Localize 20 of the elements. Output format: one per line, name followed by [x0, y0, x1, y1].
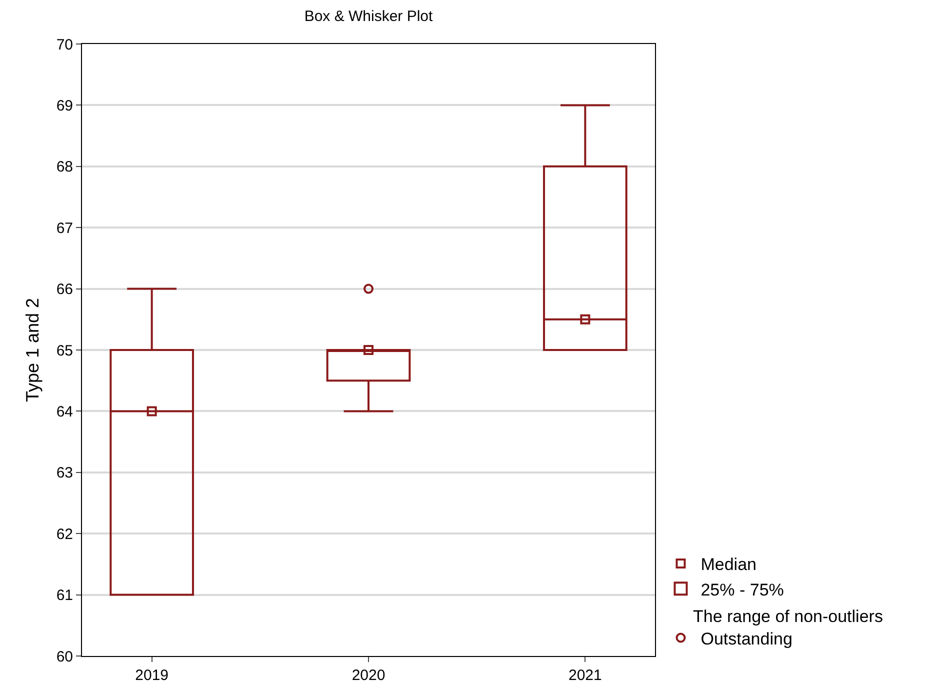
x-tick-label: 2019	[135, 667, 169, 684]
y-tick-label: 63	[56, 464, 73, 482]
y-tick-label: 70	[56, 36, 73, 54]
y-tick-label: 68	[56, 158, 73, 176]
y-tick-label: 60	[56, 648, 73, 666]
legend-label: 25% - 75%	[700, 580, 784, 600]
y-tick-label: 66	[56, 281, 73, 298]
y-axis-title: Type 1 and 2	[22, 298, 43, 402]
y-tick-label: 62	[56, 526, 73, 543]
y-tick-label: 67	[56, 220, 73, 237]
y-tick-label: 61	[56, 587, 73, 604]
chart-title: Box & Whisker Plot	[304, 8, 434, 25]
legend-label: Median	[700, 555, 756, 574]
legend-label: Outstanding	[700, 629, 792, 648]
y-tick-label: 65	[56, 342, 73, 360]
x-tick-label: 2021	[568, 667, 602, 684]
text: The range of non-outliers	[693, 607, 883, 626]
y-tick-label: 64	[56, 403, 73, 420]
x-tick-label: 2020	[352, 667, 386, 684]
y-tick-label: 69	[56, 97, 73, 114]
